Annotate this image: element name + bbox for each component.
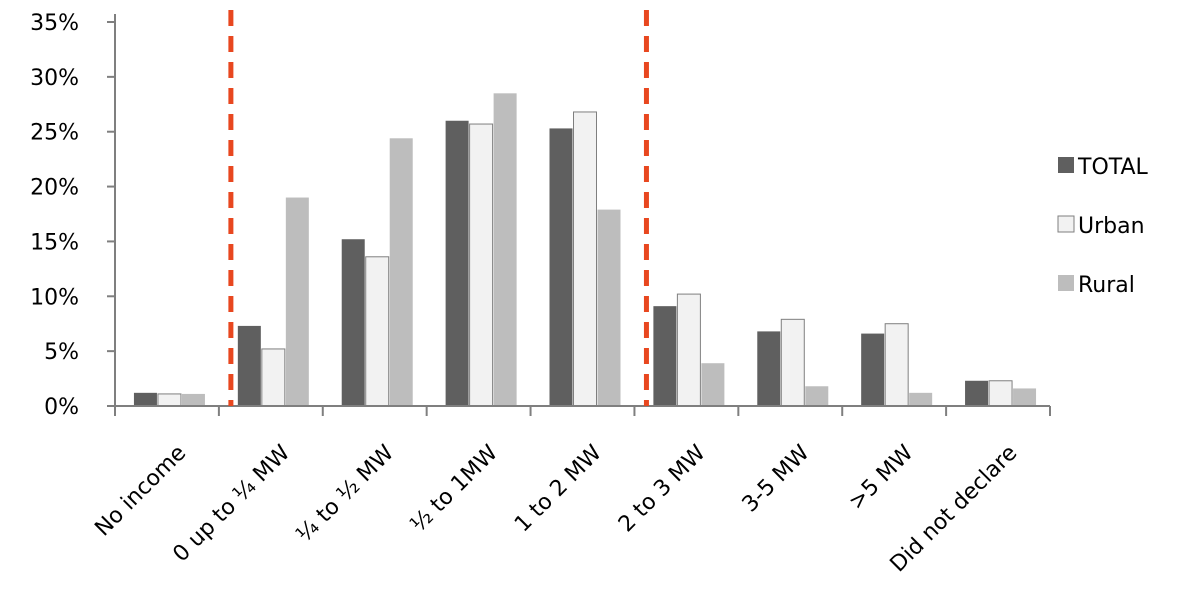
x-category-label: >5 MW <box>844 440 919 515</box>
legend-label-urban: Urban <box>1078 214 1145 239</box>
x-category-label: 3-5 MW <box>738 440 815 517</box>
bar-total-1 <box>237 325 261 406</box>
y-tick-label: 10% <box>30 285 79 310</box>
bar-urban-8 <box>988 380 1013 407</box>
bar-urban-4 <box>573 111 597 407</box>
y-tick-label: 30% <box>30 66 79 91</box>
legend-swatch-total <box>1058 157 1074 173</box>
bar-rural-1 <box>285 197 309 406</box>
bar-total-2 <box>341 239 365 406</box>
y-tick-label: 25% <box>30 121 79 146</box>
x-category-label: No income <box>90 441 191 542</box>
dashed-markers <box>228 10 649 406</box>
y-tick-label: 5% <box>44 340 79 365</box>
legend-swatch-urban <box>1057 215 1075 233</box>
bar-urban-3 <box>469 123 494 407</box>
legend-label-total: TOTAL <box>1077 155 1149 180</box>
bar-rural-0 <box>181 393 205 406</box>
bar-total-0 <box>133 392 157 406</box>
bar-rural-6 <box>805 386 829 406</box>
x-category-label: 2 to 3 MW <box>614 440 711 537</box>
bar-urban-2 <box>365 256 390 407</box>
legend-swatch-rural <box>1058 275 1074 291</box>
legend-label-rural: Rural <box>1078 273 1135 298</box>
bar-urban-7 <box>884 323 909 407</box>
bar-total-5 <box>653 306 677 406</box>
bar-urban-0 <box>157 393 182 407</box>
bar-urban-5 <box>676 293 701 407</box>
y-tick-label: 0% <box>44 395 79 420</box>
y-tick-label: 20% <box>30 176 79 201</box>
bar-total-7 <box>861 333 885 406</box>
bar-total-8 <box>965 380 989 406</box>
bars <box>133 93 1037 407</box>
bar-rural-7 <box>909 392 933 406</box>
bar-rural-2 <box>389 138 413 406</box>
bar-rural-3 <box>493 93 517 407</box>
y-tick-label: 35% <box>30 11 79 36</box>
bar-total-4 <box>549 128 573 406</box>
bar-urban-6 <box>780 318 805 407</box>
x-category-label: ¼ to ½ MW <box>292 440 399 547</box>
bar-total-6 <box>757 331 781 406</box>
x-category-label: 1 to 2 MW <box>510 440 607 537</box>
bar-rural-8 <box>1013 388 1037 406</box>
bar-total-3 <box>445 120 469 406</box>
bar-rural-4 <box>597 209 621 406</box>
bar-urban-1 <box>261 348 286 407</box>
legend: TOTAL Urban Rural <box>1057 155 1149 298</box>
y-tick-label: 15% <box>30 230 79 255</box>
y-axis: 0% 5% 10% 15% 20% 25% 30% 35% <box>30 11 116 420</box>
bar-rural-5 <box>701 363 725 406</box>
x-category-label: ½ to 1MW <box>406 440 503 537</box>
